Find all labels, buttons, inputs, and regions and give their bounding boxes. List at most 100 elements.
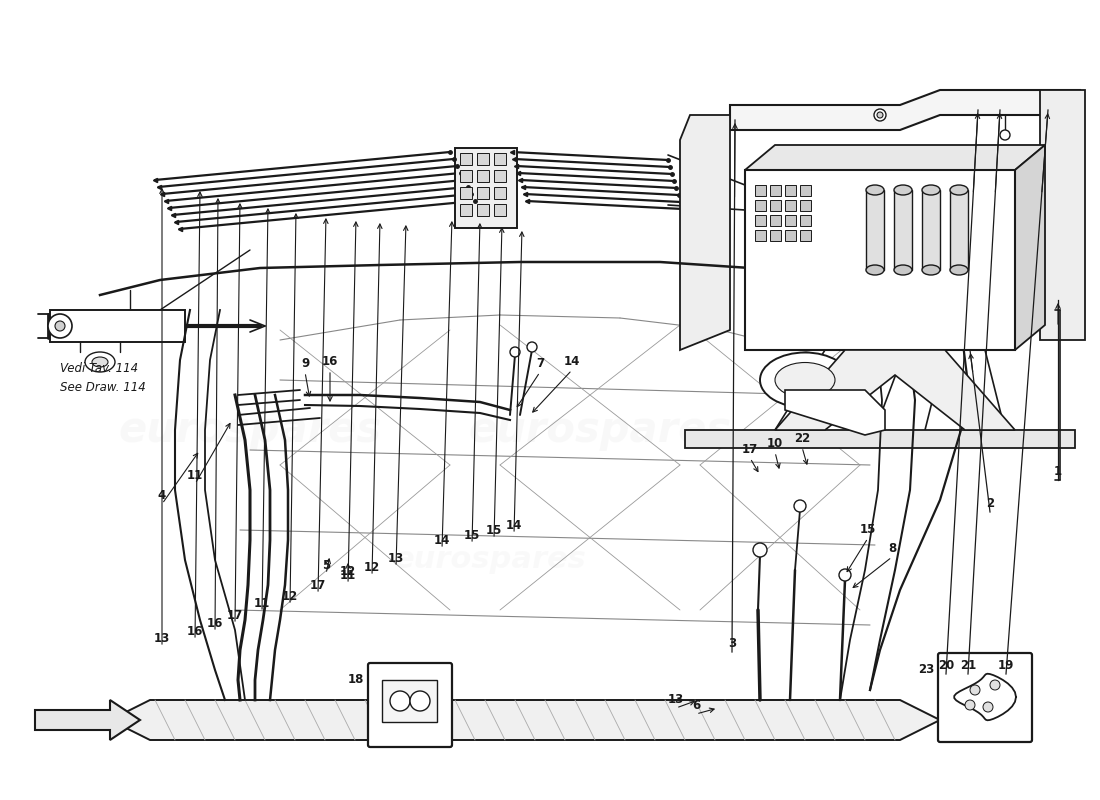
Text: 11: 11 <box>187 469 204 482</box>
Bar <box>785 230 796 241</box>
Circle shape <box>983 702 993 712</box>
Text: 16: 16 <box>187 625 204 638</box>
Text: 1: 1 <box>1054 465 1063 478</box>
Text: Vedi Tav. 114
See Draw. 114: Vedi Tav. 114 See Draw. 114 <box>60 362 145 394</box>
Bar <box>477 204 490 216</box>
Text: 15: 15 <box>860 523 877 536</box>
Text: 22: 22 <box>794 432 810 445</box>
Text: 16: 16 <box>207 617 223 630</box>
Bar <box>494 187 506 199</box>
Bar <box>50 310 185 342</box>
Ellipse shape <box>950 265 968 275</box>
Bar <box>477 170 490 182</box>
Text: 6: 6 <box>692 699 700 712</box>
Bar <box>460 187 472 199</box>
Bar <box>770 185 781 196</box>
Bar <box>785 215 796 226</box>
Polygon shape <box>680 115 730 350</box>
Text: 2: 2 <box>986 497 994 510</box>
Bar <box>382 680 437 722</box>
Bar <box>800 215 811 226</box>
Ellipse shape <box>776 362 835 398</box>
Ellipse shape <box>866 265 884 275</box>
Circle shape <box>877 112 883 118</box>
Bar <box>494 153 506 165</box>
Bar <box>460 153 472 165</box>
Text: 17: 17 <box>741 443 758 456</box>
Polygon shape <box>745 145 1045 170</box>
FancyBboxPatch shape <box>938 653 1032 742</box>
Polygon shape <box>776 350 1015 430</box>
Text: 15: 15 <box>486 524 503 537</box>
Bar <box>866 190 884 270</box>
Bar <box>950 190 968 270</box>
Circle shape <box>527 342 537 352</box>
Bar <box>685 430 1075 448</box>
Ellipse shape <box>922 265 940 275</box>
Text: 18: 18 <box>348 673 364 686</box>
Bar <box>922 190 940 270</box>
Polygon shape <box>1040 90 1085 340</box>
Bar <box>894 190 912 270</box>
Text: 17: 17 <box>310 579 326 592</box>
Bar <box>785 200 796 211</box>
Text: 20: 20 <box>938 659 954 672</box>
Text: 21: 21 <box>960 659 976 672</box>
Text: 23: 23 <box>917 663 934 676</box>
Ellipse shape <box>894 265 912 275</box>
Polygon shape <box>110 700 940 740</box>
Bar <box>494 204 506 216</box>
Circle shape <box>410 691 430 711</box>
Text: 12: 12 <box>282 590 298 603</box>
Text: 15: 15 <box>464 529 481 542</box>
Bar <box>755 215 766 226</box>
Text: 9: 9 <box>301 357 309 370</box>
FancyBboxPatch shape <box>455 148 517 228</box>
Circle shape <box>965 700 975 710</box>
Text: 12: 12 <box>364 561 381 574</box>
Circle shape <box>874 109 886 121</box>
Ellipse shape <box>760 353 850 407</box>
FancyBboxPatch shape <box>368 663 452 747</box>
Text: eurospares: eurospares <box>469 409 732 451</box>
Circle shape <box>839 569 851 581</box>
Circle shape <box>970 685 980 695</box>
Polygon shape <box>730 90 1080 130</box>
Text: 14: 14 <box>506 519 522 532</box>
Ellipse shape <box>950 185 968 195</box>
Bar <box>494 170 506 182</box>
Bar <box>477 187 490 199</box>
Circle shape <box>754 543 767 557</box>
Bar <box>800 185 811 196</box>
Text: 4: 4 <box>158 489 166 502</box>
Ellipse shape <box>92 357 108 367</box>
Text: 13: 13 <box>388 552 404 565</box>
Bar <box>770 200 781 211</box>
Bar <box>785 185 796 196</box>
Text: eurospares: eurospares <box>119 409 382 451</box>
Text: 10: 10 <box>767 437 783 450</box>
Ellipse shape <box>866 185 884 195</box>
Bar <box>460 204 472 216</box>
Text: 11: 11 <box>254 597 271 610</box>
Polygon shape <box>785 390 886 435</box>
Text: 8: 8 <box>888 542 896 555</box>
Text: 7: 7 <box>536 357 544 370</box>
Bar <box>770 215 781 226</box>
Circle shape <box>48 314 72 338</box>
Circle shape <box>990 680 1000 690</box>
Ellipse shape <box>894 185 912 195</box>
Circle shape <box>55 321 65 331</box>
Text: 13: 13 <box>154 632 170 645</box>
Bar <box>800 200 811 211</box>
Text: 12: 12 <box>340 565 356 578</box>
Text: 16: 16 <box>322 355 338 368</box>
Bar <box>770 230 781 241</box>
Bar <box>755 185 766 196</box>
Circle shape <box>390 691 410 711</box>
Text: 13: 13 <box>668 693 684 706</box>
Bar <box>745 170 1015 350</box>
Bar <box>800 230 811 241</box>
Circle shape <box>1000 130 1010 140</box>
Text: 5: 5 <box>322 559 330 572</box>
